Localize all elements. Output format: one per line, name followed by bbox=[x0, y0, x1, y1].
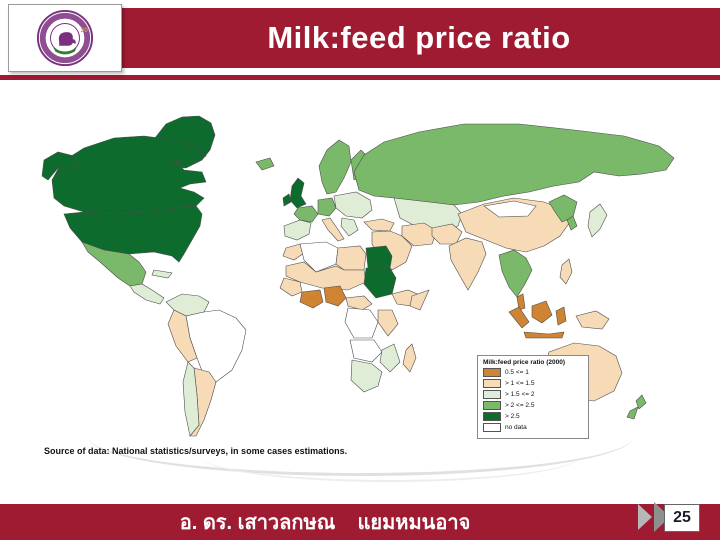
elephant-icon bbox=[58, 32, 76, 46]
university-emblem-icon: 30 bbox=[36, 9, 94, 67]
region-central-europe bbox=[317, 197, 337, 217]
region-balkans bbox=[340, 217, 359, 237]
page-number: 25 bbox=[664, 504, 700, 532]
region-south-africa bbox=[350, 359, 383, 393]
region-java bbox=[523, 331, 565, 339]
region-drc bbox=[344, 307, 379, 339]
legend-item: > 1.5 <= 2 bbox=[483, 390, 583, 399]
footer-arrows-decoration bbox=[636, 502, 678, 537]
legend-swatch bbox=[483, 379, 501, 388]
region-new-zealand-south bbox=[626, 406, 639, 420]
page-title: Milk:feed price ratio bbox=[267, 20, 571, 55]
region-borneo bbox=[531, 300, 553, 324]
region-india bbox=[448, 237, 487, 291]
legend-swatch bbox=[483, 423, 501, 432]
region-alaska bbox=[41, 151, 79, 181]
region-philippines bbox=[559, 258, 573, 285]
region-italy bbox=[321, 217, 345, 242]
region-sulawesi bbox=[555, 306, 567, 326]
region-new-zealand-north bbox=[635, 394, 647, 410]
region-central-asia bbox=[393, 197, 463, 233]
region-mozambique bbox=[379, 343, 401, 373]
legend-item: > 2.5 bbox=[483, 412, 583, 421]
legend-item: 0.5 <= 1 bbox=[483, 368, 583, 377]
region-mongolia bbox=[483, 200, 537, 218]
region-senegal-guinea bbox=[279, 277, 303, 297]
region-japan bbox=[587, 203, 608, 238]
region-libya bbox=[335, 245, 367, 271]
footer-bar: อ. ดร. เสาวลกษณ แยมหมนอาจ bbox=[0, 504, 720, 540]
header-rule bbox=[0, 75, 720, 80]
legend-label: 0.5 <= 1 bbox=[505, 369, 529, 376]
region-nigeria bbox=[323, 285, 347, 307]
region-peru bbox=[167, 309, 198, 363]
region-korea bbox=[566, 215, 578, 231]
legend-swatch bbox=[483, 401, 501, 410]
laurel-icon bbox=[53, 47, 77, 55]
legend-label: > 1 <= 1.5 bbox=[505, 380, 535, 387]
region-pakistan-afghanistan bbox=[431, 223, 463, 245]
legend-label: no data bbox=[505, 424, 527, 431]
badge-number: 30 bbox=[80, 27, 88, 34]
region-turkey bbox=[363, 218, 395, 232]
region-uk bbox=[289, 177, 307, 209]
region-france bbox=[293, 205, 319, 223]
chevron-icon bbox=[654, 502, 670, 532]
region-sumatra bbox=[508, 306, 530, 329]
region-west-africa-coast bbox=[299, 289, 324, 309]
world-map: Milk:feed price ratio (2000) 0.5 <= 1 > … bbox=[34, 110, 704, 458]
region-cameroon-car bbox=[345, 295, 373, 311]
region-iran bbox=[401, 222, 438, 247]
region-somalia bbox=[409, 289, 430, 311]
region-scandinavia bbox=[318, 139, 352, 195]
region-central-america bbox=[129, 283, 165, 305]
legend-title: Milk:feed price ratio (2000) bbox=[483, 359, 565, 366]
chevron-icon bbox=[638, 504, 652, 530]
region-iceland bbox=[255, 157, 275, 171]
region-chile bbox=[182, 361, 200, 437]
region-usa bbox=[63, 205, 203, 263]
legend-label: > 2.5 bbox=[505, 413, 520, 420]
region-new-guinea bbox=[575, 310, 610, 330]
legend-label: > 1.5 <= 2 bbox=[505, 391, 535, 398]
legend-swatch bbox=[483, 412, 501, 421]
region-ireland bbox=[282, 193, 292, 207]
legend-swatch bbox=[483, 390, 501, 399]
region-iberia bbox=[283, 219, 312, 241]
author-credit: อ. ดร. เสาวลกษณ แยมหมนอาจ bbox=[179, 512, 471, 534]
decorative-arc-small bbox=[200, 430, 580, 482]
header-band: Milk:feed price ratio bbox=[118, 8, 720, 68]
region-china bbox=[457, 197, 571, 253]
region-egypt bbox=[365, 245, 393, 269]
legend-item: no data bbox=[483, 423, 583, 432]
source-note: Source of data: National statistics/surv… bbox=[44, 446, 348, 456]
region-sudan bbox=[363, 267, 397, 299]
legend-swatch bbox=[483, 368, 501, 377]
region-canada bbox=[51, 135, 207, 215]
region-morocco bbox=[282, 243, 305, 261]
logo-box: 30 bbox=[8, 4, 122, 72]
region-madagascar bbox=[402, 343, 417, 373]
legend-item: > 1 <= 1.5 bbox=[483, 379, 583, 388]
region-malay-peninsula bbox=[516, 293, 526, 311]
region-kenya-tanzania bbox=[377, 309, 399, 337]
map-legend: Milk:feed price ratio (2000) 0.5 <= 1 > … bbox=[477, 355, 589, 439]
region-se-asia bbox=[498, 249, 533, 298]
region-russia bbox=[353, 123, 675, 206]
legend-label: > 2 <= 2.5 bbox=[505, 402, 535, 409]
region-eastern-europe bbox=[333, 191, 373, 219]
legend-item: > 2 <= 2.5 bbox=[483, 401, 583, 410]
region-angola-zambia bbox=[349, 339, 383, 363]
region-cuba bbox=[151, 269, 173, 279]
